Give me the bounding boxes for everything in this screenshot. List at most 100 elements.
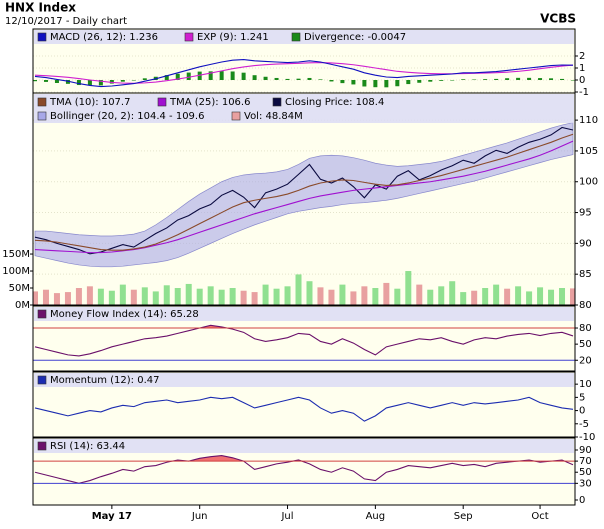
brand: VCBS bbox=[540, 12, 576, 26]
bar bbox=[142, 78, 147, 80]
bar bbox=[76, 80, 81, 86]
legend-strip bbox=[34, 307, 574, 321]
bar bbox=[571, 80, 575, 81]
bar bbox=[208, 71, 213, 80]
bar bbox=[230, 71, 235, 80]
bollinger-band bbox=[34, 122, 574, 268]
line bbox=[34, 126, 574, 255]
bar bbox=[384, 80, 389, 88]
legend-swatch bbox=[37, 97, 47, 107]
bar bbox=[109, 80, 114, 84]
bar bbox=[229, 288, 236, 305]
legend-label: MACD (26, 12): 1.236 bbox=[50, 32, 158, 43]
bar bbox=[65, 80, 70, 84]
y-tick-label: 105 bbox=[579, 146, 598, 157]
bar bbox=[207, 286, 214, 305]
legend-strip bbox=[34, 94, 574, 123]
bar bbox=[108, 290, 115, 305]
panel-frame bbox=[32, 437, 576, 506]
y-tick-label: 1 bbox=[579, 63, 585, 74]
bar bbox=[329, 80, 334, 82]
y-tick-label: 90 bbox=[579, 445, 592, 456]
bar bbox=[504, 288, 511, 305]
bar bbox=[515, 286, 522, 305]
bar bbox=[251, 292, 258, 305]
bar bbox=[361, 286, 368, 305]
bar bbox=[471, 290, 478, 305]
bar bbox=[42, 289, 49, 305]
chart-title: HNX Index bbox=[5, 1, 76, 15]
y-tick-label: 50 bbox=[579, 467, 592, 478]
legend-label: TMA (10): 107.7 bbox=[49, 97, 130, 108]
y2-tick-label: 100M bbox=[2, 266, 30, 277]
bar bbox=[394, 288, 401, 305]
bar bbox=[33, 80, 37, 82]
bar bbox=[307, 77, 312, 80]
x-tick-label: May 17 bbox=[92, 511, 132, 522]
bar bbox=[64, 292, 71, 305]
panel-frame bbox=[32, 305, 576, 372]
y-tick-label: 2 bbox=[579, 51, 585, 62]
y-tick-label: 0 bbox=[579, 406, 585, 417]
bar bbox=[461, 79, 466, 80]
legend-label: Vol: 48.84M bbox=[244, 111, 303, 122]
legend-swatch bbox=[272, 97, 282, 107]
bar bbox=[362, 80, 367, 87]
y-tick-label: -10 bbox=[579, 432, 595, 443]
bar bbox=[570, 288, 575, 305]
bar bbox=[538, 78, 543, 80]
legend-label: RSI (14): 63.44 bbox=[50, 441, 125, 452]
bar bbox=[262, 284, 269, 305]
panel-frame bbox=[32, 92, 576, 306]
plot-layer bbox=[33, 55, 575, 93]
bar bbox=[549, 78, 554, 80]
bar bbox=[472, 79, 477, 81]
bar bbox=[328, 289, 335, 305]
y-tick-label: 0 bbox=[579, 495, 585, 506]
bar bbox=[296, 78, 301, 80]
x-tick-label: Jun bbox=[191, 511, 208, 522]
y-tick-label: -5 bbox=[579, 419, 589, 430]
legend-label: Momentum (12): 0.47 bbox=[50, 375, 160, 386]
bar bbox=[152, 291, 159, 305]
y-tick-label: 10 bbox=[579, 379, 592, 390]
y-tick-label: 90 bbox=[579, 238, 592, 249]
x-tick-label: Sep bbox=[454, 511, 473, 522]
bar bbox=[196, 288, 203, 305]
bar bbox=[339, 284, 346, 305]
bar bbox=[285, 78, 290, 80]
line bbox=[34, 396, 574, 422]
legend-label: Closing Price: 108.4 bbox=[285, 97, 384, 108]
y-tick-label: 110 bbox=[579, 115, 598, 126]
legend-label: EXP (9): 1.241 bbox=[197, 32, 269, 43]
legend-swatch bbox=[37, 32, 47, 42]
y-tick-label: 95 bbox=[579, 208, 592, 219]
bar bbox=[185, 283, 192, 305]
bar bbox=[163, 285, 170, 305]
bar bbox=[318, 79, 323, 80]
bar bbox=[450, 80, 455, 81]
y-tick-label: 80 bbox=[579, 323, 592, 334]
bar bbox=[240, 290, 247, 305]
legend-swatch bbox=[37, 375, 47, 385]
bar bbox=[219, 71, 224, 80]
bar bbox=[548, 289, 555, 305]
bar bbox=[241, 72, 246, 80]
bar bbox=[505, 78, 510, 80]
line bbox=[34, 62, 574, 84]
y-tick-label: 20 bbox=[579, 355, 592, 366]
bar bbox=[33, 291, 38, 305]
bar bbox=[218, 289, 225, 305]
bar bbox=[75, 288, 82, 305]
legend-strip bbox=[34, 439, 574, 453]
bar bbox=[438, 286, 445, 305]
bar bbox=[483, 79, 488, 80]
bar bbox=[186, 72, 191, 80]
legend-swatch bbox=[157, 97, 167, 107]
bar bbox=[54, 80, 59, 83]
y-tick-label: -1 bbox=[579, 87, 589, 98]
legend-label: Bollinger (20, 2): 104.4 - 109.6 bbox=[50, 111, 204, 122]
bar bbox=[53, 293, 60, 305]
legend-label: Money Flow Index (14): 65.28 bbox=[50, 309, 199, 320]
